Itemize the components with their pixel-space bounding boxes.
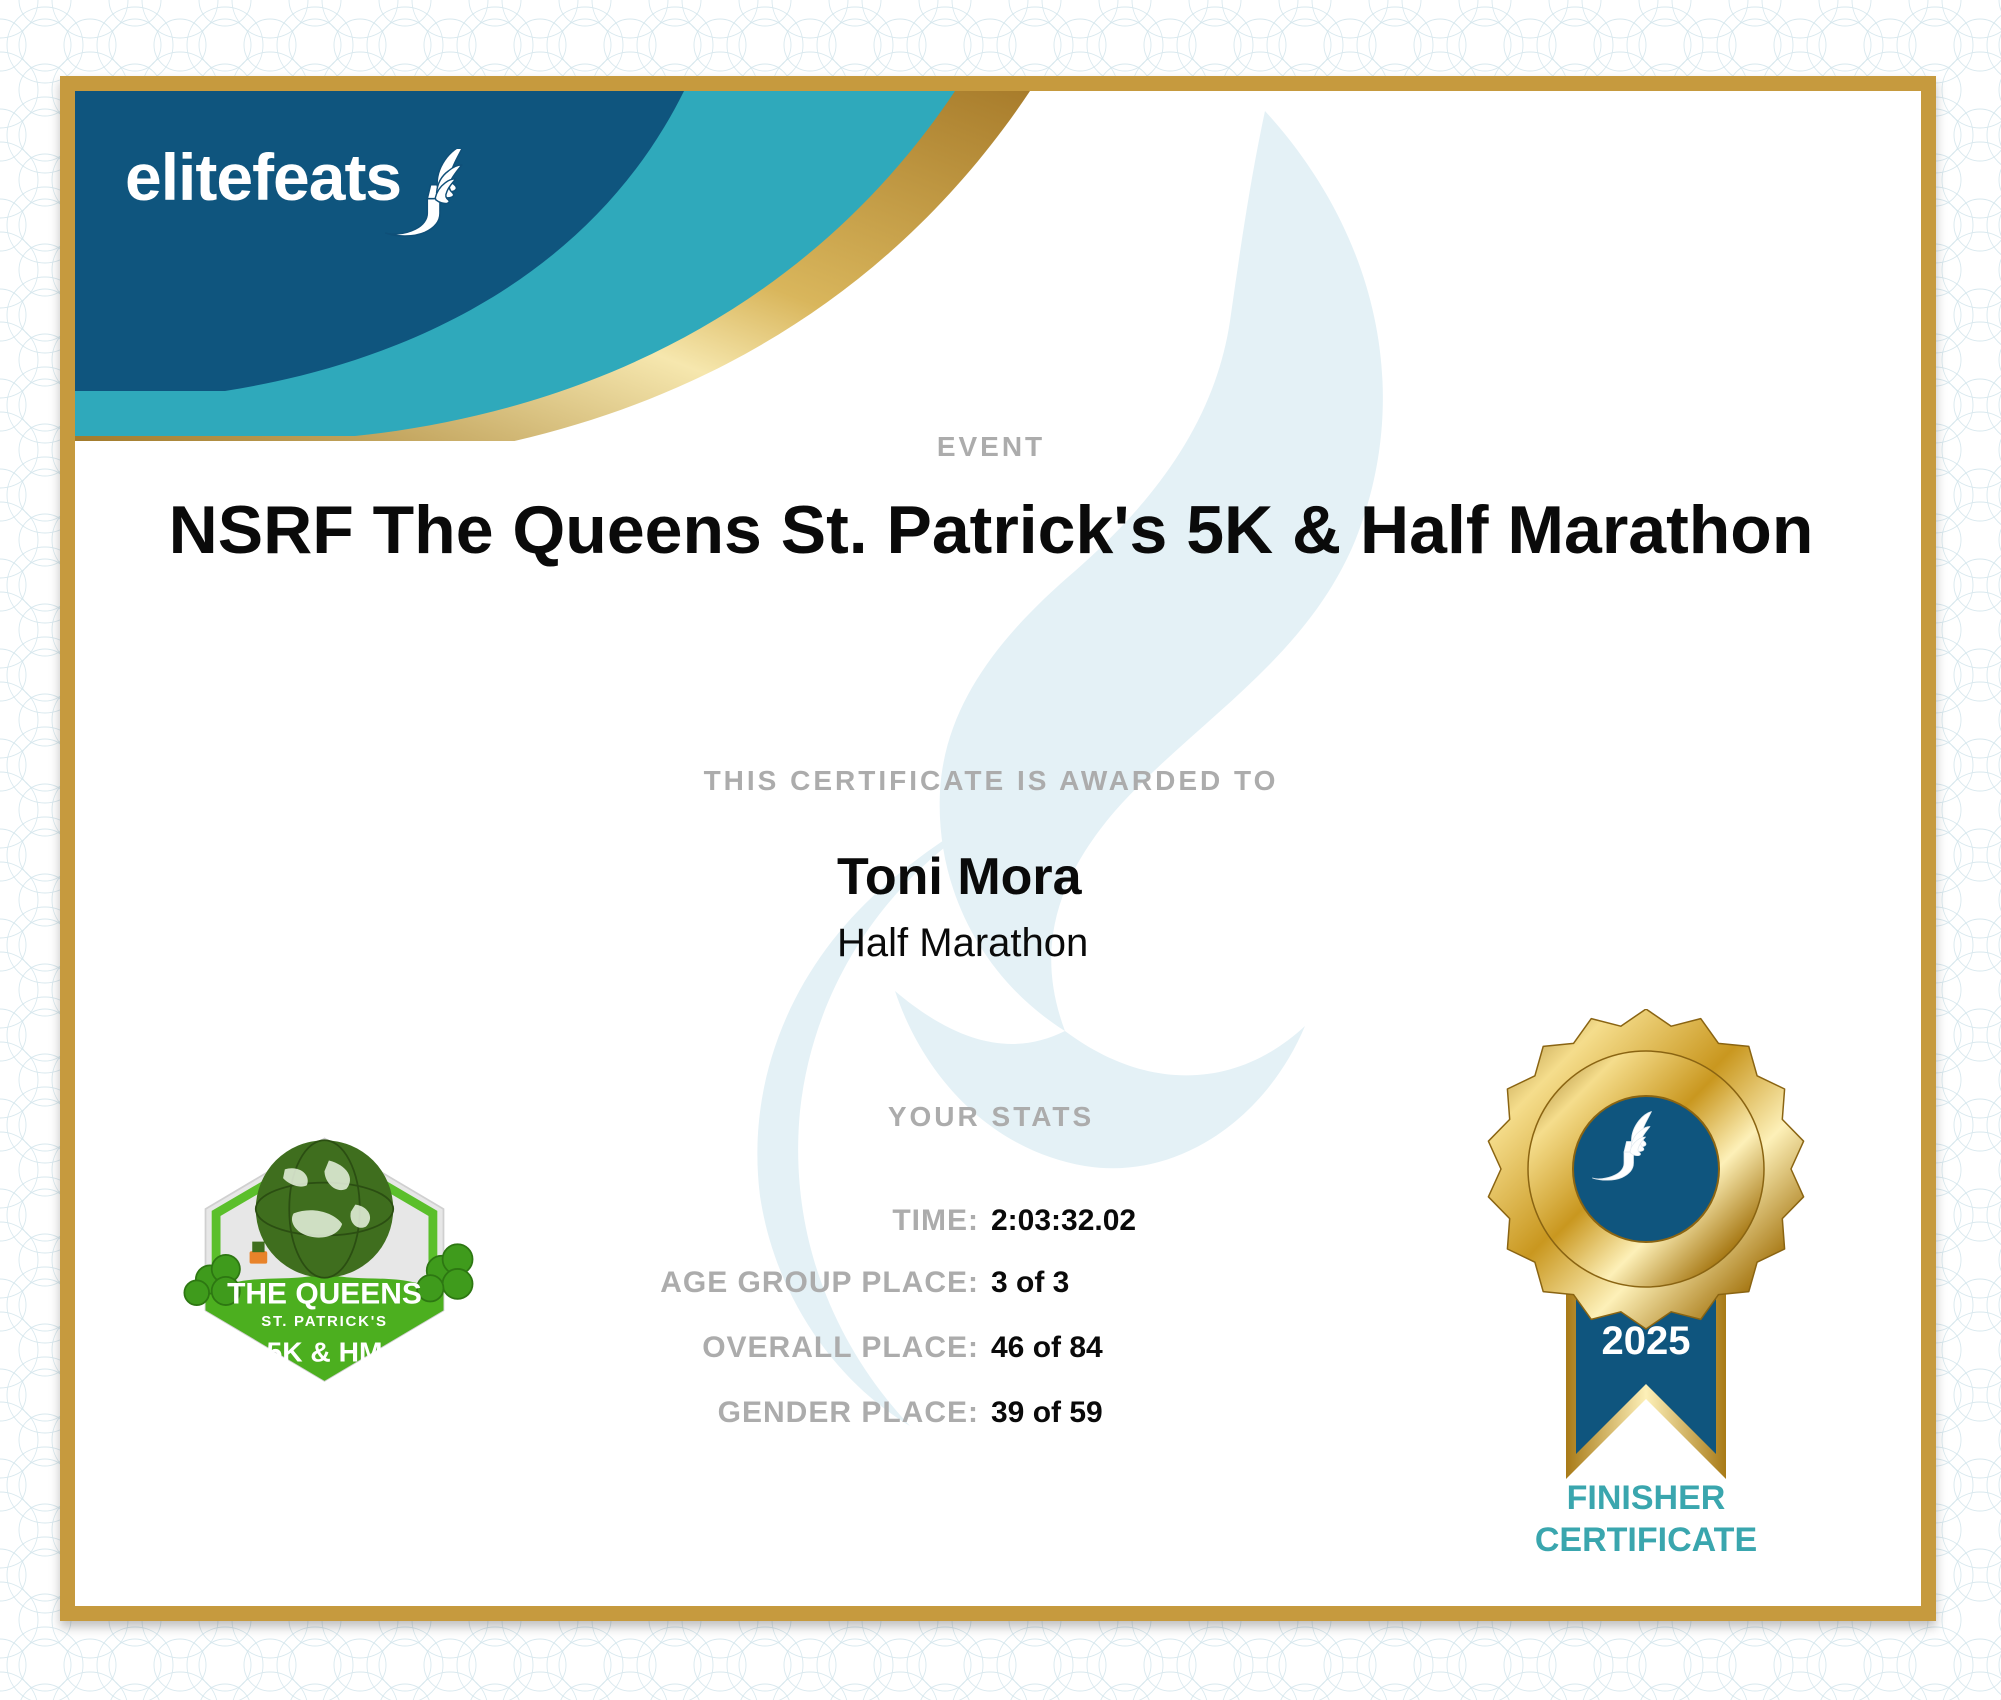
svg-text:5K & HM: 5K & HM — [267, 1335, 383, 1367]
svg-text:ST. PATRICK'S: ST. PATRICK'S — [261, 1313, 388, 1330]
svg-text:FINISHER: FINISHER — [1567, 1479, 1726, 1517]
svg-text:THE QUEENS: THE QUEENS — [227, 1277, 422, 1310]
svg-text:CERTIFICATE: CERTIFICATE — [1535, 1521, 1757, 1559]
svg-text:2025: 2025 — [1602, 1319, 1691, 1363]
